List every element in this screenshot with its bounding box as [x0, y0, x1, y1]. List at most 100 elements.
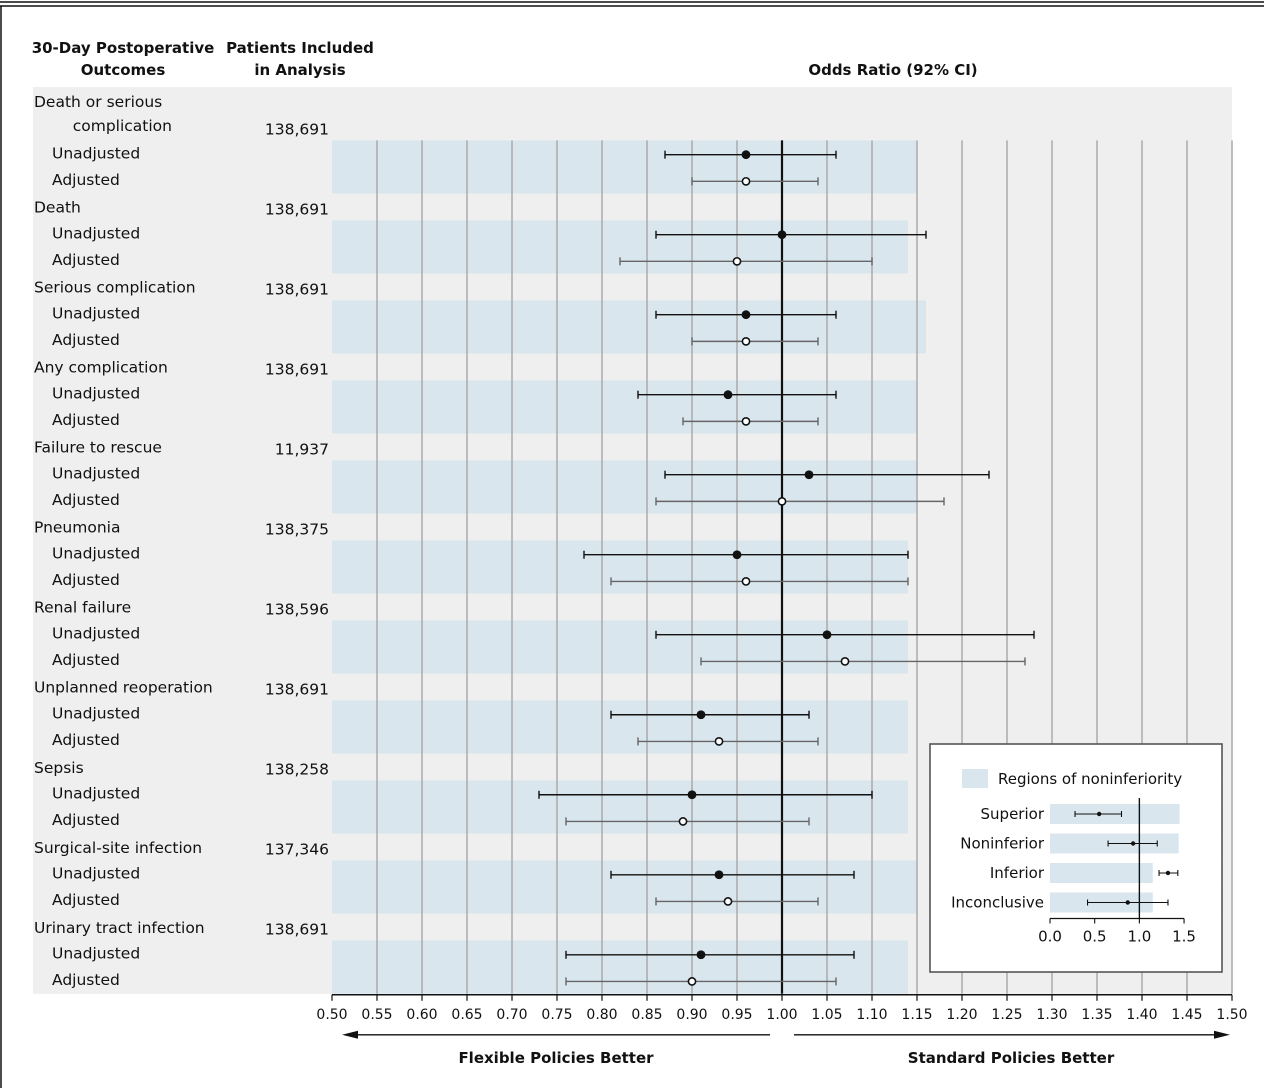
adjusted-label: Adjusted [52, 491, 120, 509]
x-tick-label: 0.55 [361, 1007, 392, 1023]
odds-ratio-header: Odds Ratio (92% CI) [808, 61, 977, 79]
legend-point [1125, 900, 1130, 905]
adjusted-point [714, 737, 724, 746]
unadjusted-point [741, 150, 751, 160]
unadjusted-point [696, 710, 706, 720]
noninferiority-region [332, 220, 908, 274]
legend: Regions of noninferiority Superior Noninfe… [929, 743, 1223, 973]
unadjusted-label: Unadjusted [52, 864, 140, 882]
noninferiority-region [332, 620, 908, 674]
noninferiority-region [332, 540, 908, 594]
unadjusted-label: Unadjusted [52, 944, 140, 962]
x-tick-label: 0.65 [451, 1007, 482, 1023]
unadjusted-label: Unadjusted [52, 384, 140, 402]
x-tick-label: 1.15 [901, 1007, 932, 1023]
legend-tick-label: 0.5 [1083, 928, 1107, 946]
x-tick-label: 1.25 [991, 1007, 1022, 1023]
x-tick-label: 0.75 [541, 1007, 572, 1023]
arrow-left-head [342, 1030, 358, 1039]
outcome-label: Pneumonia [34, 519, 120, 537]
adjusted-label: Adjusted [52, 331, 120, 349]
x-tick-label: 0.90 [676, 1007, 707, 1023]
x-axis: 0.50 0.55 0.60 0.65 0.70 0.75 0.80 0.85 0.90 0.95… [316, 994, 1248, 1067]
adjusted-label: Adjusted [52, 251, 120, 269]
unadjusted-point [714, 870, 724, 880]
unadjusted-label: Unadjusted [52, 784, 140, 802]
adjusted-point [741, 336, 751, 346]
legend-point [1165, 870, 1171, 876]
x-tick-label: 0.80 [586, 1007, 617, 1023]
outcome-label: Sepsis [34, 759, 84, 777]
patients-count: 138,258 [265, 760, 329, 778]
x-tick-label: 1.05 [811, 1007, 842, 1023]
arrow-right-head [1214, 1030, 1230, 1039]
legend-region [1050, 863, 1153, 883]
x-tick-label: 1.50 [1216, 1007, 1247, 1023]
noninferiority-region [332, 700, 908, 754]
unadjusted-point [696, 950, 706, 960]
outcome-label: complication [73, 117, 172, 135]
direction-left-label: Flexible Policies Better [458, 1049, 654, 1067]
unadjusted-label: Unadjusted [52, 464, 140, 482]
patients-header-line2: in Analysis [254, 61, 345, 79]
row-labels: Death or serious complication 138,691 Unadj… [34, 93, 329, 989]
unadjusted-point [741, 310, 751, 320]
legend-example-label: Superior [981, 805, 1045, 823]
outcome-header-line2: Outcomes [81, 61, 166, 79]
unadjusted-label: Unadjusted [52, 224, 140, 242]
legend-point [1130, 841, 1136, 846]
patients-count: 138,596 [265, 600, 329, 618]
x-tick-label: 1.45 [1171, 1007, 1202, 1023]
group-band [33, 353, 1232, 381]
adjusted-point [741, 576, 751, 586]
unadjusted-point [723, 390, 733, 400]
outcome-label: Serious complication [34, 279, 196, 297]
noninferiority-region [332, 300, 926, 354]
adjusted-label: Adjusted [52, 971, 120, 989]
legend-tick-label: 1.0 [1127, 928, 1151, 946]
adjusted-point [732, 256, 742, 266]
unadjusted-point [687, 790, 697, 800]
x-tick-label: 0.85 [631, 1007, 662, 1023]
x-tick-label: 0.60 [406, 1007, 437, 1023]
unadjusted-label: Unadjusted [52, 624, 140, 642]
unadjusted-point [822, 630, 832, 640]
noninferiority-region [332, 780, 908, 834]
noninferiority-region [332, 460, 917, 514]
legend-point [1096, 811, 1102, 817]
adjusted-label: Adjusted [52, 811, 120, 829]
x-tick-label: 0.95 [721, 1007, 752, 1023]
group-band [33, 673, 1232, 701]
group-band [33, 87, 1232, 141]
patients-header-line1: Patients Included [226, 39, 374, 57]
adjusted-label: Adjusted [52, 571, 120, 589]
legend-swatch-label: Regions of noninferiority [998, 770, 1182, 788]
unadjusted-point [732, 550, 742, 560]
outcome-label: Any complication [34, 359, 168, 377]
direction-right-label: Standard Policies Better [908, 1049, 1115, 1067]
legend-tick-label: 1.5 [1172, 928, 1196, 946]
adjusted-point [741, 416, 751, 426]
adjusted-label: Adjusted [52, 171, 120, 189]
group-band [33, 513, 1232, 541]
unadjusted-label: Unadjusted [52, 144, 140, 162]
outcome-label: Failure to rescue [34, 439, 162, 457]
x-tick-label: 1.10 [856, 1007, 887, 1023]
group-band [33, 193, 1232, 221]
patients-count: 137,346 [265, 840, 329, 858]
unadjusted-label: Unadjusted [52, 704, 140, 722]
noninferiority-region [332, 860, 917, 914]
outcome-label: Death or serious [34, 93, 162, 111]
x-tick-label: 1.40 [1126, 1007, 1157, 1023]
outcome-label: Death [34, 199, 81, 217]
adjusted-label: Adjusted [52, 411, 120, 429]
unadjusted-point [777, 230, 787, 240]
x-tick-label: 0.70 [496, 1007, 527, 1023]
adjusted-point [741, 176, 751, 186]
unadjusted-point [804, 470, 814, 480]
adjusted-label: Adjusted [52, 731, 120, 749]
group-band [33, 593, 1232, 621]
patients-count: 138,375 [265, 520, 329, 538]
unadjusted-label: Unadjusted [52, 304, 140, 322]
adjusted-point [687, 977, 697, 986]
